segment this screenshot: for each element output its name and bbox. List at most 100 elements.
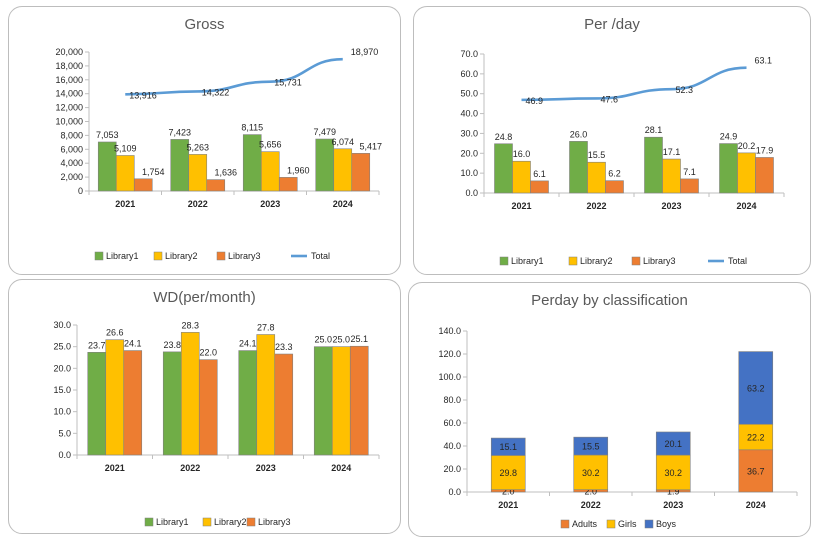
data-label-library1: 8,115 xyxy=(241,123,263,133)
bar-boys-2022 xyxy=(573,436,609,456)
x-tick-label: 2022 xyxy=(180,463,200,473)
y-tick-label: 16,000 xyxy=(55,75,83,85)
bar-girls-2023 xyxy=(655,454,691,491)
legend-swatch-library3 xyxy=(631,256,641,266)
bar-library2-2022 xyxy=(180,332,200,456)
bar-girls-2021 xyxy=(490,455,526,490)
bar-library2-2022 xyxy=(188,154,208,192)
data-label-total: 18,970 xyxy=(351,47,379,57)
data-label-girls: 30.2 xyxy=(582,468,600,478)
bar-library1-2024 xyxy=(313,346,333,456)
data-label-library1: 23.8 xyxy=(163,340,181,350)
bar-library2-2021 xyxy=(115,155,135,192)
y-tick-label: 25.0 xyxy=(53,342,71,352)
legend-label-library2: Library2 xyxy=(165,251,198,261)
bar-girls-2022 xyxy=(573,454,609,491)
data-label-library1: 23.7 xyxy=(88,340,106,350)
legend-swatch-library1 xyxy=(94,251,104,261)
y-tick-label: 0.0 xyxy=(58,450,71,460)
legend-swatch-girls xyxy=(606,519,616,529)
y-tick-label: 0.0 xyxy=(448,487,461,497)
x-tick-label: 2024 xyxy=(331,463,351,473)
y-tick-label: 0.0 xyxy=(465,188,478,198)
per-day-chart-panel: Per /day 0.0 10.0 20.0 30.0 40.0 50.0 60.0 70.0 2… xyxy=(413,6,811,275)
data-label-girls: 22.2 xyxy=(747,433,765,443)
y-tick-label: 70.0 xyxy=(460,49,478,59)
data-label-library1: 24.1 xyxy=(239,339,257,349)
bar-library3-2021 xyxy=(123,350,143,456)
data-label-library3: 6.1 xyxy=(533,169,546,179)
bar-library2-2023 xyxy=(662,158,681,194)
data-label-library2: 6,074 xyxy=(331,137,354,147)
data-label-library3: 24.1 xyxy=(124,339,142,349)
bar-library2-2023 xyxy=(260,151,280,192)
x-tick-label: 2022 xyxy=(581,500,601,510)
line-total xyxy=(521,66,747,102)
bar-library1-2022 xyxy=(162,351,182,456)
x-tick-label: 2023 xyxy=(256,463,276,473)
data-label-library1: 7,053 xyxy=(96,130,119,140)
legend-swatch-library2 xyxy=(202,517,212,527)
chart-title: Per /day xyxy=(584,16,640,33)
y-tick-label: 14,000 xyxy=(55,89,83,99)
gross-chart-panel: Gross 0 2,000 4,000 6,000 8,000 10,000 12,000 14… xyxy=(8,6,401,275)
y-tick-label: 6,000 xyxy=(60,144,83,154)
legend-label-total: Total xyxy=(311,251,330,261)
legend-label-library1: Library1 xyxy=(106,251,139,261)
data-label-library1: 26.0 xyxy=(570,129,588,139)
y-tick-label: 50.0 xyxy=(460,89,478,99)
x-tick-label: 2024 xyxy=(746,500,766,510)
bar-library2-2021 xyxy=(105,339,125,456)
data-label-library2: 25.0 xyxy=(332,335,350,345)
bar-girls-2024 xyxy=(738,423,774,451)
per-day-chart: Per /day 0.0 10.0 20.0 30.0 40.0 50.0 60.0 70.0 2… xyxy=(460,16,785,266)
x-tick-label: 2021 xyxy=(498,500,518,510)
bar-library1-2021 xyxy=(87,352,107,456)
legend-swatch-library1 xyxy=(499,256,509,266)
legend-label-library2: Library2 xyxy=(214,517,247,527)
x-tick-label: 2022 xyxy=(586,201,606,211)
legend-swatch-boys xyxy=(644,519,654,529)
data-label-library2: 17.1 xyxy=(663,147,681,157)
legend-swatch-library2 xyxy=(568,256,578,266)
data-label-boys: 15.1 xyxy=(499,442,517,452)
data-label-total: 63.1 xyxy=(755,56,773,66)
legend-label-boys: Boys xyxy=(656,519,677,529)
chart-title: WD(per/month) xyxy=(153,289,256,306)
bar-library3-2024 xyxy=(351,153,371,192)
data-label-library1: 24.9 xyxy=(720,132,738,142)
legend-label-library3: Library3 xyxy=(228,251,261,261)
data-label-boys: 63.2 xyxy=(747,383,765,393)
data-label-girls: 29.8 xyxy=(499,468,517,478)
data-label-library1: 7,423 xyxy=(168,127,191,137)
y-tick-label: 40.0 xyxy=(460,109,478,119)
bar-library3-2022 xyxy=(605,180,624,194)
bar-library2-2024 xyxy=(331,346,351,456)
y-tick-label: 10.0 xyxy=(53,407,71,417)
x-tick-label: 2021 xyxy=(105,463,125,473)
data-label-total: 14,322 xyxy=(202,87,230,97)
data-label-library3: 23.3 xyxy=(275,342,293,352)
x-tick-label: 2023 xyxy=(661,201,681,211)
data-label-library3: 17.9 xyxy=(756,145,774,155)
y-tick-label: 4,000 xyxy=(60,158,83,168)
data-label-library2: 20.2 xyxy=(738,141,756,151)
data-label-library2: 27.8 xyxy=(257,323,275,333)
bar-boys-2023 xyxy=(655,431,691,456)
bar-library3-2023 xyxy=(680,178,699,194)
bar-library3-2021 xyxy=(530,180,549,194)
bar-library3-2024 xyxy=(755,157,774,194)
bar-adults-2024 xyxy=(738,449,774,493)
x-tick-label: 2021 xyxy=(511,201,531,211)
legend-label-library1: Library1 xyxy=(156,517,189,527)
y-tick-label: 20.0 xyxy=(460,148,478,158)
data-label-library3: 6.2 xyxy=(608,169,621,179)
data-label-library2: 15.5 xyxy=(588,150,606,160)
x-tick-label: 2022 xyxy=(188,199,208,209)
bar-library1-2023 xyxy=(644,136,663,194)
data-label-library2: 26.6 xyxy=(106,328,124,338)
legend-swatch-library3 xyxy=(246,517,256,527)
legend-label-library1: Library1 xyxy=(511,256,544,266)
y-tick-label: 30.0 xyxy=(53,320,71,330)
bar-library2-2023 xyxy=(256,334,276,456)
